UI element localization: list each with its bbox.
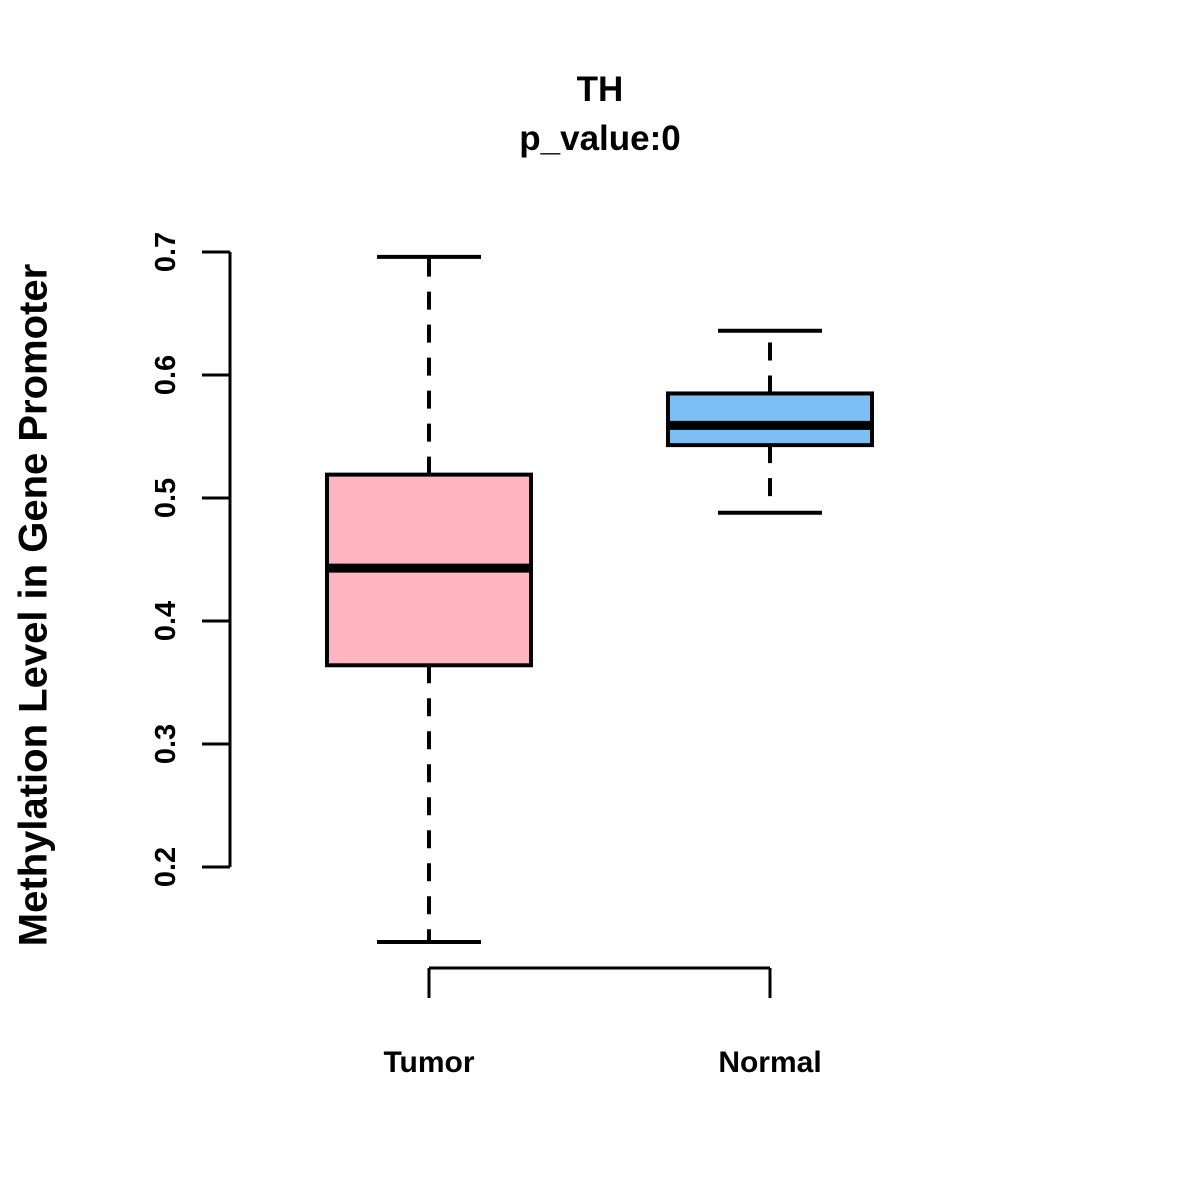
y-tick-label: 0.3 (150, 724, 182, 764)
y-tick-label: 0.4 (150, 601, 182, 641)
chart-subtitle: p_value:0 (519, 119, 681, 158)
chart-title: TH (576, 70, 624, 109)
y-axis-label: Methylation Level in Gene Promoter (11, 263, 56, 947)
y-tick-label: 0.5 (150, 478, 182, 518)
tumor-axis-label: Tumor (383, 1046, 474, 1079)
y-tick-label: 0.2 (150, 847, 182, 887)
y-tick-label: 0.7 (150, 232, 182, 272)
normal-box (666, 391, 874, 448)
y-tick-label: 0.6 (150, 355, 182, 395)
normal-axis-label: Normal (718, 1046, 821, 1079)
